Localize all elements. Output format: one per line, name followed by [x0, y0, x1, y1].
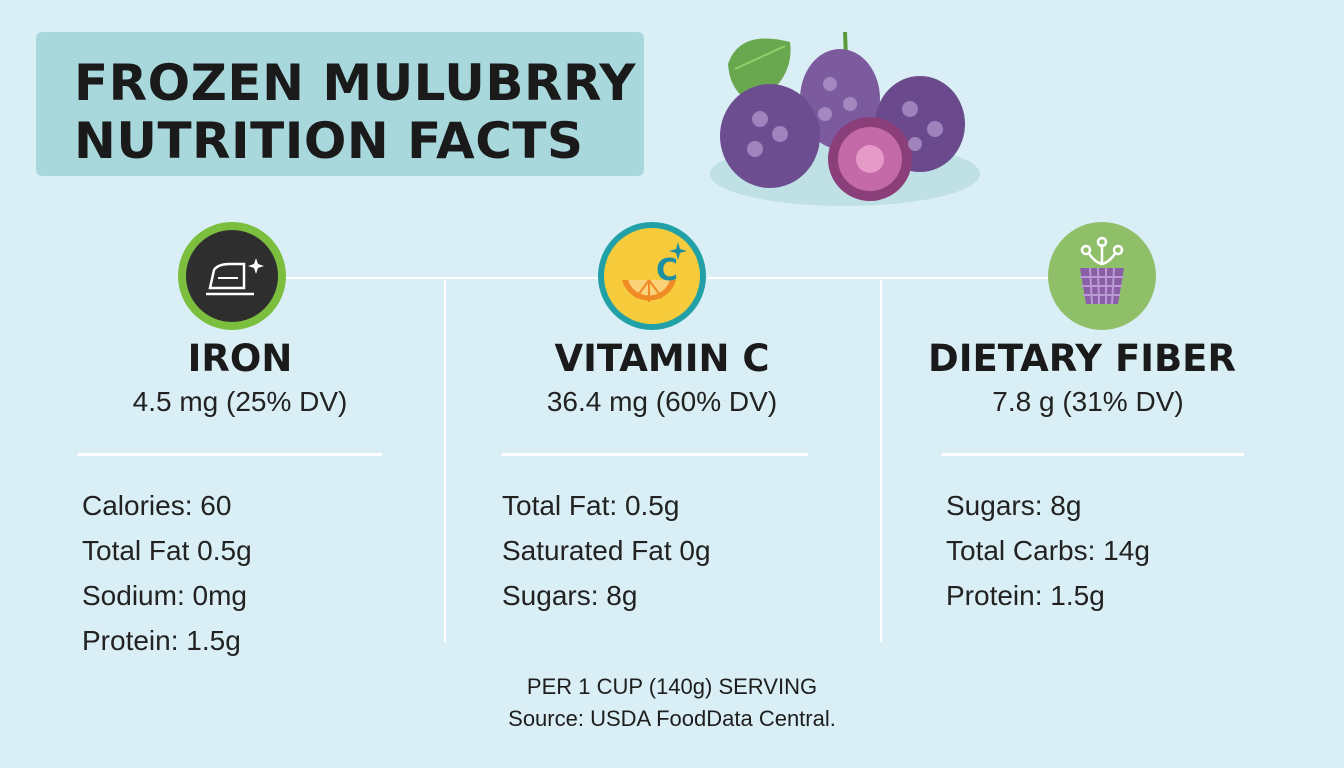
iron-separator: [78, 453, 382, 456]
vitamin-c-title: VITAMIN C: [554, 337, 770, 380]
iron-icon: [178, 222, 286, 330]
mulberries-illustration: [710, 31, 980, 206]
column-divider-2: [880, 280, 882, 642]
vitamin-c-separator: [502, 453, 808, 456]
title-banner: FROZEN MULUBRRY NUTRITION FACTS: [36, 32, 644, 176]
dietary-fiber-value: 7.8 g (31% DV): [992, 386, 1184, 417]
vitamin-c-icon: C: [598, 222, 706, 330]
svg-text:C: C: [656, 253, 678, 288]
fiber-icon: [1048, 222, 1156, 330]
iron-value: 4.5 mg (25% DV): [132, 386, 348, 417]
dietary-fiber-nutrient-list: Sugars: 8g Total Carbs: 14g Protein: 1.5…: [946, 483, 1150, 618]
source-note: Source: USDA FoodData Central.: [508, 706, 836, 731]
vitamin-c-value: 36.4 mg (60% DV): [546, 386, 778, 417]
column-divider-1: [444, 280, 446, 642]
list-item: Total Fat 0.5g: [82, 535, 252, 566]
connector-line-right: [708, 277, 1050, 279]
list-item: Total Fat: 0.5g: [502, 490, 680, 521]
iron-nutrient-list: Calories: 60 Total Fat 0.5g Sodium: 0mg …: [82, 483, 252, 663]
list-item: Calories: 60: [82, 490, 232, 521]
list-item: Sugars: 8g: [502, 580, 638, 611]
list-item: Sodium: 0mg: [82, 580, 247, 611]
dietary-fiber-separator: [942, 453, 1244, 456]
title-line-2: NUTRITION FACTS: [74, 112, 584, 170]
list-item: Sugars: 8g: [946, 490, 1082, 521]
list-item: Saturated Fat 0g: [502, 535, 711, 566]
iron-title: IRON: [187, 337, 293, 380]
dietary-fiber-title: DIETARY FIBER: [928, 337, 1236, 380]
vitamin-c-nutrient-list: Total Fat: 0.5g Saturated Fat 0g Sugars:…: [502, 483, 711, 618]
connector-line-left: [286, 277, 598, 279]
list-item: Protein: 1.5g: [82, 625, 241, 656]
list-item: Protein: 1.5g: [946, 580, 1105, 611]
title-line-1: FROZEN MULUBRRY: [74, 54, 636, 112]
serving-size-note: PER 1 CUP (140g) SERVING: [526, 674, 818, 699]
list-item: Total Carbs: 14g: [946, 535, 1150, 566]
